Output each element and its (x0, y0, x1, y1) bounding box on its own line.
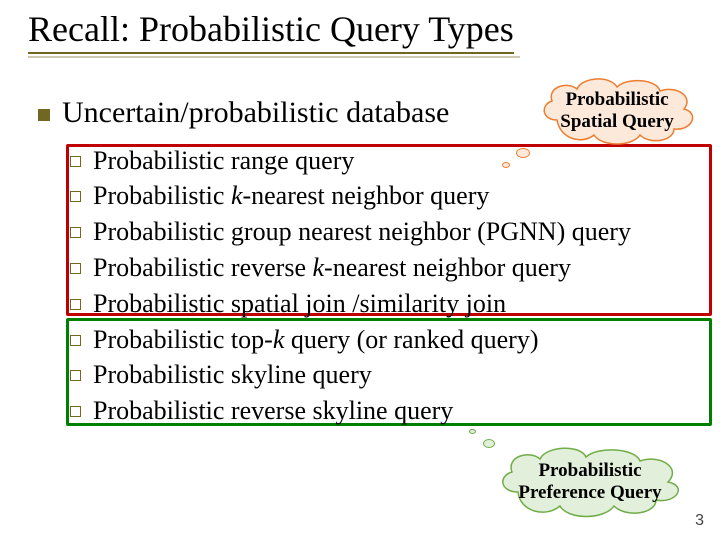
title-wrap: Recall: Probabilistic Query Types (28, 10, 514, 54)
item-text: Probabilistic group nearest neighbor (PG… (93, 215, 631, 249)
list-item: Probabilistic reverse skyline query (70, 394, 700, 428)
slide-title: Recall: Probabilistic Query Types (28, 10, 514, 54)
item-suffix: query (or ranked query) (284, 325, 538, 354)
item-suffix: -nearest neighbor query (242, 181, 489, 210)
item-k: k (231, 181, 243, 210)
list-item: Probabilistic spatial join /similarity j… (70, 287, 700, 321)
callout-line2: Spatial Query (560, 111, 673, 132)
bullet-open-icon (70, 299, 81, 310)
item-text: Probabilistic spatial join /similarity j… (93, 287, 506, 321)
list-item: Probabilistic reverse k-nearest neighbor… (70, 251, 700, 285)
item-suffix: -nearest neighbor query (324, 253, 571, 282)
item-prefix: Probabilistic reverse (93, 253, 313, 282)
bullet-open-icon (70, 227, 81, 238)
item-prefix: Probabilistic (93, 181, 231, 210)
item-text: Probabilistic top-k query (or ranked que… (93, 323, 538, 357)
item-text: Probabilistic reverse k-nearest neighbor… (93, 251, 571, 285)
item-text: Probabilistic skyline query (93, 358, 372, 392)
item-text: Probabilistic k-nearest neighbor query (93, 179, 489, 213)
page-number: 3 (695, 512, 704, 530)
slide: Recall: Probabilistic Query Types Uncert… (0, 0, 720, 540)
callout-line1: Probabilistic (565, 89, 668, 110)
bullet-open-icon (70, 156, 81, 167)
callout-label: Probabilistic Preference Query (490, 444, 690, 504)
callout-line1: Probabilistic (538, 460, 641, 481)
cloud-tail-icon (502, 162, 510, 168)
list-item: Probabilistic skyline query (70, 358, 700, 392)
bullet-open-icon (70, 370, 81, 381)
bullet-open-icon (70, 335, 81, 346)
item-text: Probabilistic reverse skyline query (93, 394, 453, 428)
callout-preference-query: Probabilistic Preference Query (490, 444, 690, 518)
list-item: Probabilistic k-nearest neighbor query (70, 179, 700, 213)
list-item: Probabilistic range query (70, 144, 700, 178)
bullet-open-icon (70, 263, 81, 274)
bullet-square-icon (38, 109, 50, 121)
item-k: k (273, 325, 285, 354)
list-container: Probabilistic range query Probabilistic … (70, 144, 700, 428)
list-item: Probabilistic top-k query (or ranked que… (70, 323, 700, 357)
bullet-open-icon (70, 191, 81, 202)
item-text: Probabilistic range query (93, 144, 354, 178)
item-prefix: Probabilistic top- (93, 325, 273, 354)
cloud-tail-icon (516, 148, 530, 158)
callout-spatial-query: Probabilistic Spatial Query (532, 75, 702, 147)
callout-label: Probabilistic Spatial Query (532, 75, 702, 133)
cloud-tail-icon (469, 429, 476, 434)
subhead-text: Uncertain/probabilistic database (62, 96, 449, 130)
callout-line2: Preference Query (518, 482, 661, 503)
item-k: k (313, 253, 325, 282)
title-underline-shadow (28, 56, 520, 58)
bullet-open-icon (70, 406, 81, 417)
bullet-list: Probabilistic range query Probabilistic … (70, 144, 700, 428)
list-item: Probabilistic group nearest neighbor (PG… (70, 215, 700, 249)
